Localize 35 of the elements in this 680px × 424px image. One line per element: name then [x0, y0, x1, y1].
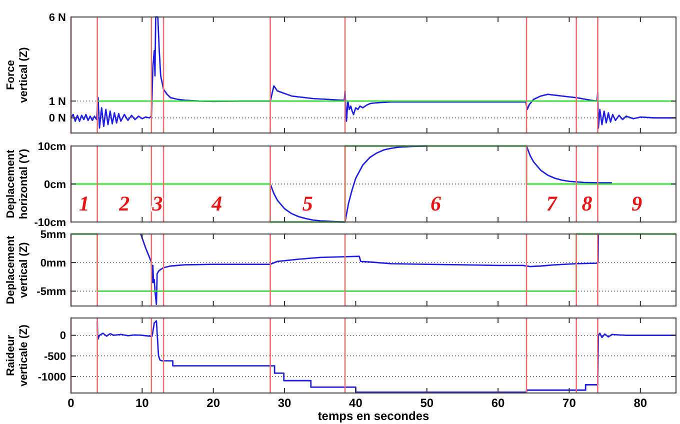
y-axis-title: Force vertical (Z)	[5, 46, 30, 103]
annotation: 9	[632, 191, 643, 216]
x-tick-label: 80	[634, 396, 648, 410]
y-tick-label: 0mm	[40, 257, 66, 270]
annotation: 3	[151, 191, 163, 216]
y-tick-label: 10cm	[38, 140, 66, 153]
y-tick-label: 5mm	[40, 228, 66, 241]
x-tick-label: 30	[278, 396, 292, 410]
y-tick-label: -5mm	[36, 286, 66, 298]
y-tick-label: 1 N	[48, 96, 66, 108]
annotation: 6	[430, 191, 442, 216]
y-axis-title: Deplacement horizontal (Y)	[5, 148, 30, 220]
y-tick-label: 0cm	[44, 178, 66, 191]
x-axis-title: temps en secondes	[318, 409, 430, 423]
x-tick-label: 10	[135, 396, 150, 410]
y-tick-label: -10cm	[34, 216, 66, 229]
x-tick-label: 70	[562, 396, 576, 410]
annotation: 7	[546, 191, 558, 216]
x-tick-label: 40	[349, 396, 363, 410]
annotation: 5	[302, 191, 313, 216]
x-tick-label: 20	[206, 396, 220, 410]
x-tick-label: 60	[491, 396, 506, 410]
y-tick-label: 0	[60, 330, 66, 342]
y-tick-label: -500	[44, 350, 66, 363]
annotation: 8	[582, 191, 593, 216]
y-tick-label: 6 N	[48, 12, 66, 24]
y-axis-title: Deplacement vertical (Z)	[5, 235, 30, 304]
annotation: 2	[118, 191, 130, 216]
annotation: 1	[78, 191, 90, 216]
x-tick-label: 50	[420, 396, 434, 410]
y-axis-title: Raideur verticale (Z)	[5, 324, 30, 386]
y-tick-label: 0 N	[48, 112, 66, 125]
annotation: 4	[210, 191, 222, 216]
x-tick-label: 0	[68, 396, 75, 410]
y-tick-label: -1000	[38, 371, 66, 384]
